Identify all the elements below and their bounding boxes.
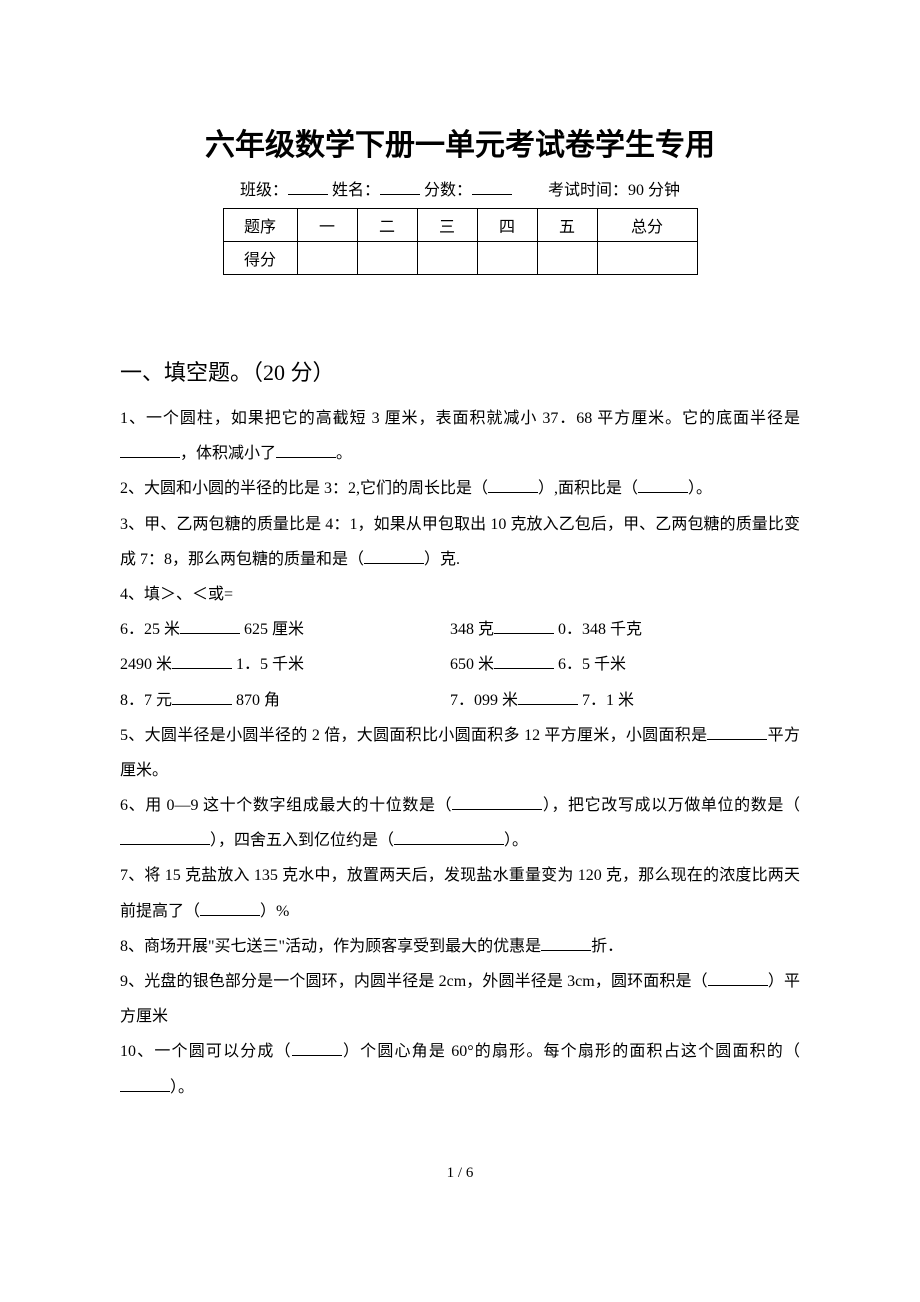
q-text: 8、商场开展"买七送三"活动，作为顾客享受到最大的优惠是 [120,938,541,955]
q-text: ）% [260,903,289,920]
question-4-intro: 4、填＞、＜或= [120,577,800,612]
q-text: 2490 米 [120,656,172,673]
page-number: 1 / 6 [120,1165,800,1182]
fill-blank [638,477,688,493]
q-text: 。 [336,445,352,462]
page-title: 六年级数学下册一单元考试卷学生专用 [120,120,800,164]
table-cell: 二 [357,209,417,242]
q-text: 9、光盘的银色部分是一个圆环，内圆半径是 2cm，外圆半径是 3cm，圆环面积是… [120,973,708,990]
fill-blank [707,724,767,740]
q4-left: 2490 米 1．5 千米 [120,647,450,682]
time-label: 考试时间：90 分钟 [548,182,680,199]
score-label: 分数： [424,182,472,199]
q-text: 6．25 米 [120,621,180,638]
q-text: 折． [591,938,623,955]
table-cell [537,242,597,275]
fill-blank [120,1076,170,1092]
q4-right: 650 米 6．5 千米 [450,647,800,682]
fill-blank [180,618,240,634]
q-text: ）。 [170,1079,194,1096]
q-text: 8．7 元 [120,692,172,709]
fill-blank [518,689,578,705]
fill-blank [276,442,336,458]
table-cell [357,242,417,275]
fill-blank [120,829,210,845]
fill-blank [452,794,542,810]
q-text: 10、一个圆可以分成（ [120,1043,292,1060]
q-text: 1、一个圆柱，如果把它的高截短 3 厘米，表面积就减小 37．68 平方厘米。它… [120,410,800,427]
fill-blank [172,689,232,705]
fill-blank [200,900,260,916]
table-cell: 题序 [223,209,297,242]
q4-right: 7．099 米 7．1 米 [450,683,800,718]
question-6: 6、用 0—9 这十个数字组成最大的十位数是（ ），把它改写成以万做单位的数是（ ）… [120,788,800,858]
fill-blank [488,477,538,493]
table-cell [417,242,477,275]
q-text: ）。 [504,832,528,849]
q4-right: 348 克 0．348 千克 [450,612,800,647]
question-1: 1、一个圆柱，如果把它的高截短 3 厘米，表面积就减小 37．68 平方厘米。它… [120,401,800,471]
q-text: 650 米 [450,656,494,673]
table-cell: 总分 [597,209,697,242]
question-4-row: 6．25 米 625 厘米 348 克 0．348 千克 [120,612,800,647]
q-text: 6．5 千米 [554,656,626,673]
q4-left: 6．25 米 625 厘米 [120,612,450,647]
question-4-row: 8．7 元 870 角 7．099 米 7．1 米 [120,683,800,718]
table-cell: 三 [417,209,477,242]
q-text: ，体积减小了 [180,445,276,462]
fill-blank [708,970,768,986]
q-text: ）个圆心角是 60°的扇形。每个扇形的面积占这个圆面积的（ [342,1043,800,1060]
q-text: 348 克 [450,621,494,638]
section-heading: 一、填空题。（20 分） [120,355,800,387]
table-row: 得分 [223,242,697,275]
table-cell: 五 [537,209,597,242]
q-text: ），四舍五入到亿位约是（ [210,832,394,849]
q-text: ），把它改写成以万做单位的数是（ [542,797,800,814]
fill-blank [172,653,232,669]
fill-blank [541,935,591,951]
class-label: 班级： [240,182,288,199]
name-blank [380,177,420,195]
fill-blank [494,618,554,634]
q-text: ）。 [688,480,712,497]
fill-blank [494,653,554,669]
question-3: 3、甲、乙两包糖的质量比是 4：1，如果从甲包取出 10 克放入乙包后，甲、乙两… [120,507,800,577]
fill-blank [364,548,424,564]
q-text: 870 角 [232,692,280,709]
table-cell [477,242,537,275]
fill-blank [394,829,504,845]
fill-blank [292,1040,342,1056]
table-cell: 得分 [223,242,297,275]
q-text: ）克. [424,551,460,568]
table-cell: 一 [297,209,357,242]
fill-blank [120,442,180,458]
q-text: 0．348 千克 [554,621,642,638]
table-row: 题序 一 二 三 四 五 总分 [223,209,697,242]
score-table: 题序 一 二 三 四 五 总分 得分 [223,208,698,275]
table-cell: 四 [477,209,537,242]
q-text: 2、大圆和小圆的半径的比是 3：2,它们的周长比是（ [120,480,488,497]
question-10: 10、一个圆可以分成（ ）个圆心角是 60°的扇形。每个扇形的面积占这个圆面积的（… [120,1034,800,1104]
table-cell [597,242,697,275]
name-label: 姓名： [332,182,380,199]
q-text: 1．5 千米 [232,656,304,673]
info-line: 班级： 姓名： 分数： 考试时间：90 分钟 [120,176,800,200]
q-text: 7．099 米 [450,692,518,709]
question-5: 5、大圆半径是小圆半径的 2 倍，大圆面积比小圆面积多 12 平方厘米，小圆面积… [120,718,800,788]
q-text: 7．1 米 [578,692,634,709]
q-text: ）,面积比是（ [538,480,638,497]
question-8: 8、商场开展"买七送三"活动，作为顾客享受到最大的优惠是 折． [120,929,800,964]
q-text: 5、大圆半径是小圆半径的 2 倍，大圆面积比小圆面积多 12 平方厘米，小圆面积… [120,727,707,744]
table-cell [297,242,357,275]
q-text: 6、用 0—9 这十个数字组成最大的十位数是（ [120,797,452,814]
q4-left: 8．7 元 870 角 [120,683,450,718]
q-text: 625 厘米 [240,621,304,638]
question-9: 9、光盘的银色部分是一个圆环，内圆半径是 2cm，外圆半径是 3cm，圆环面积是… [120,964,800,1034]
question-4-row: 2490 米 1．5 千米 650 米 6．5 千米 [120,647,800,682]
question-7: 7、将 15 克盐放入 135 克水中，放置两天后，发现盐水重量变为 120 克… [120,858,800,928]
class-blank [288,177,328,195]
question-2: 2、大圆和小圆的半径的比是 3：2,它们的周长比是（ ）,面积比是（ ）。 [120,471,800,506]
score-blank [472,177,512,195]
